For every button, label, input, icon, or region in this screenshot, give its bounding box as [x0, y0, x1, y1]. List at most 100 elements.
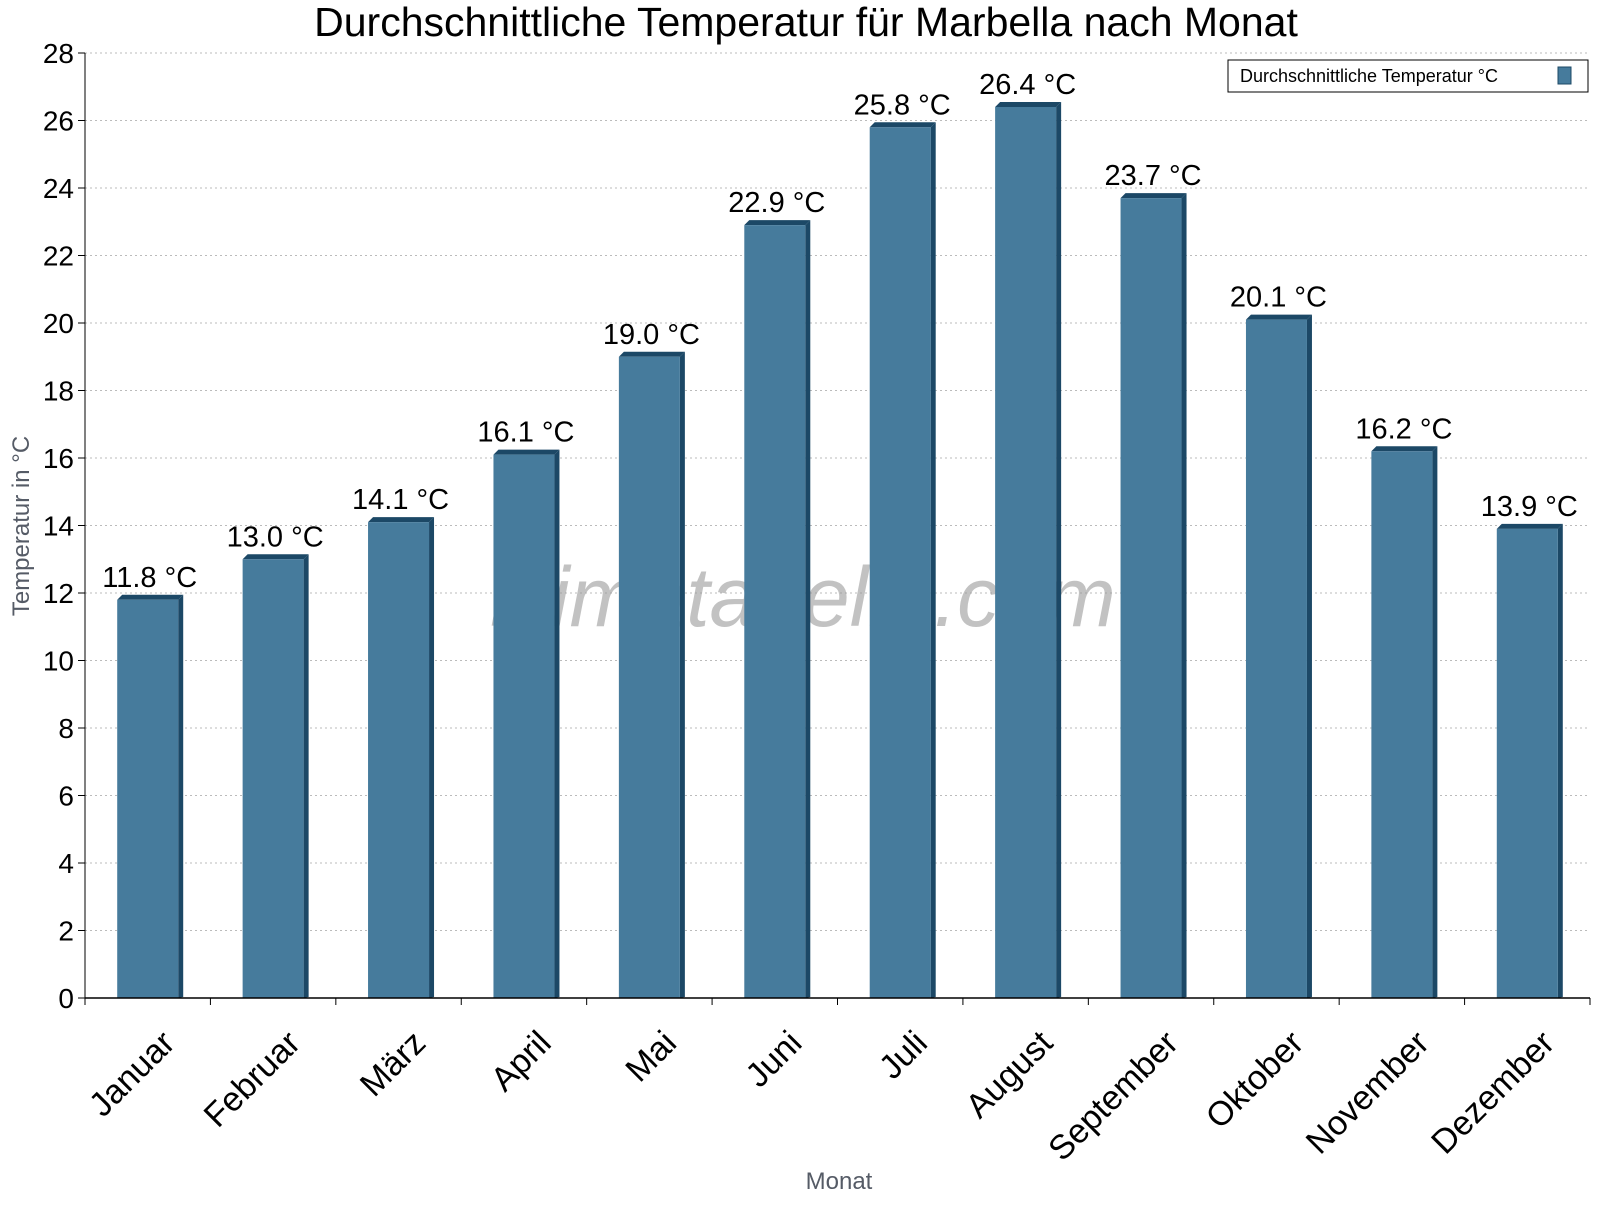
bar-side: [930, 122, 936, 998]
data-label: 19.0 °C: [603, 319, 700, 351]
x-tick-label: Oktober: [1199, 1024, 1311, 1136]
data-label: 23.7 °C: [1105, 160, 1202, 192]
data-label: 14.1 °C: [352, 484, 449, 516]
y-tick-label: 0: [58, 983, 74, 1014]
x-tick-label: Juli: [872, 1024, 935, 1087]
x-tick-label: März: [353, 1024, 433, 1104]
data-label: 13.0 °C: [227, 521, 324, 553]
bar-front: [493, 454, 555, 998]
bar-top: [242, 554, 309, 560]
data-label: 25.8 °C: [854, 89, 951, 121]
bar-top: [117, 594, 184, 600]
data-label: 20.1 °C: [1230, 282, 1327, 314]
axes: [78, 52, 1591, 1005]
bar-top: [368, 517, 435, 523]
y-tick-label: 24: [43, 173, 74, 204]
bar-top: [1245, 314, 1312, 320]
y-tick-label: 26: [43, 106, 74, 137]
bar-front: [869, 127, 931, 998]
bar-front: [618, 356, 680, 998]
y-tick-label: 22: [43, 241, 74, 272]
y-tick-label: 10: [43, 646, 74, 677]
bar-juni: [744, 220, 811, 998]
bar-dezember: [1496, 523, 1563, 998]
bar-front: [1496, 528, 1558, 998]
x-tick-label: Februar: [197, 1024, 308, 1135]
bar-top: [995, 102, 1062, 107]
bar-april: [493, 449, 560, 998]
bar-top: [493, 449, 560, 455]
bar-top: [1371, 446, 1438, 452]
data-label: 16.2 °C: [1355, 413, 1452, 445]
bar-side: [1181, 193, 1187, 998]
bar-side: [679, 351, 685, 998]
data-labels: 11.8 °C 13.0 °C 14.1 °C 16.1 °C 19.0 °C 22.9 …: [102, 69, 1578, 594]
bar-februar: [242, 554, 309, 998]
legend: Durchschnittliche Temperatur °C: [1227, 59, 1589, 93]
bars: [117, 102, 1563, 998]
bar-front: [995, 107, 1057, 998]
y-tick-label: 8: [58, 713, 74, 744]
bar-side: [1306, 314, 1312, 998]
bar-side: [1056, 102, 1062, 998]
y-tick-label: 20: [43, 308, 74, 339]
chart-title: Durchschnittliche Temperatur für Marbell…: [314, 0, 1298, 45]
x-tick-labels: Januar Februar März April Mai Juni Juli AugustS…: [82, 1023, 1562, 1168]
bar-front: [1120, 198, 1182, 998]
bar-side: [178, 594, 184, 998]
bar-front: [1245, 319, 1307, 998]
y-tick-label: 12: [43, 578, 74, 609]
x-tick-label: Dezember: [1424, 1024, 1562, 1162]
x-tick-label: November: [1299, 1024, 1437, 1162]
bar-side: [554, 449, 560, 998]
bar-side: [1557, 523, 1563, 998]
bar-top: [869, 122, 936, 128]
data-label: 16.1 °C: [477, 417, 574, 449]
bar-front: [1371, 451, 1433, 998]
x-tick-label: Januar: [82, 1024, 182, 1124]
legend-label: Durchschnittliche Temperatur °C: [1240, 66, 1498, 86]
bar-märz: [368, 517, 435, 998]
y-tick-label: 18: [43, 376, 74, 407]
bar-september: [1120, 193, 1187, 998]
y-tick-label: 4: [58, 848, 74, 879]
bar-top: [1120, 193, 1187, 199]
x-tick-label: August: [959, 1023, 1061, 1125]
bar-side: [429, 517, 435, 998]
bar-front: [117, 599, 179, 998]
bar-mai: [618, 351, 685, 998]
bar-side: [1432, 446, 1438, 998]
y-tick-label: 16: [43, 443, 74, 474]
x-axis-title: Monat: [806, 1168, 873, 1195]
bar-top: [744, 220, 811, 226]
x-tick-label: April: [484, 1024, 559, 1099]
bar-januar: [117, 594, 184, 998]
bar-november: [1371, 446, 1438, 998]
data-label: 22.9 °C: [728, 187, 825, 219]
bar-top: [618, 351, 685, 357]
x-tick-label: September: [1041, 1024, 1185, 1168]
bar-side: [303, 554, 309, 998]
y-tick-label: 14: [43, 511, 74, 542]
legend-box: [1227, 59, 1589, 93]
bar-oktober: [1245, 314, 1312, 998]
bar-top: [1496, 523, 1563, 529]
y-axis-title: Temperatur in °C: [8, 436, 35, 616]
bar-front: [242, 559, 304, 998]
data-label: 26.4 °C: [979, 69, 1076, 101]
y-tick-label: 6: [58, 781, 74, 812]
bar-juli: [869, 122, 936, 998]
legend-swatch: [1557, 66, 1572, 85]
bar-side: [805, 220, 811, 998]
grid-lines: [85, 52, 1590, 931]
bar-front: [744, 225, 806, 998]
bar-august: [995, 102, 1062, 998]
x-tick-label: Mai: [618, 1024, 684, 1090]
x-tick-label: Juni: [738, 1024, 809, 1095]
y-tick-label: 28: [43, 38, 74, 69]
data-label: 13.9 °C: [1481, 491, 1578, 523]
y-tick-label: 2: [58, 916, 74, 947]
